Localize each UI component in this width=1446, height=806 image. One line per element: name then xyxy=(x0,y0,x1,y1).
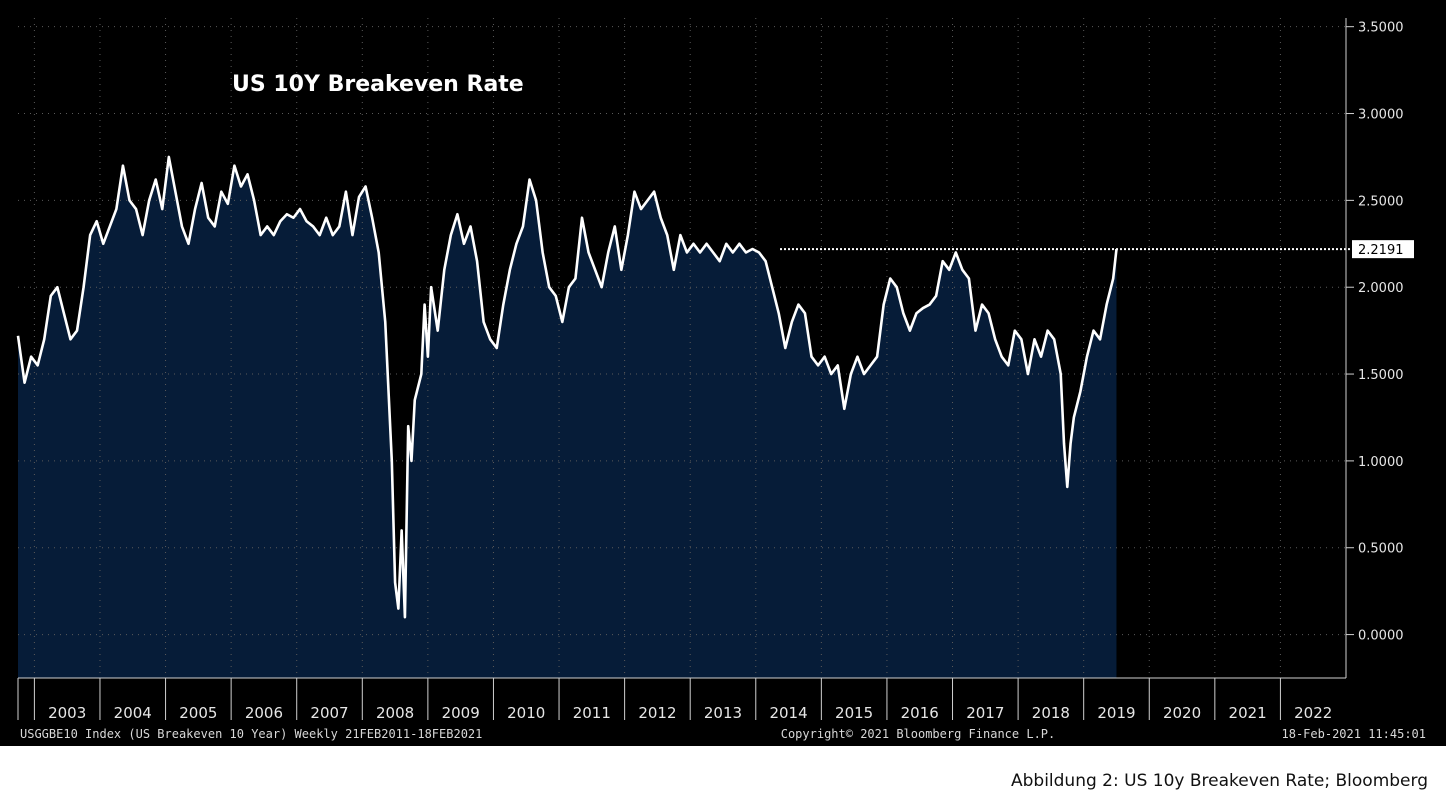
last-value-label: 2.2191 xyxy=(1358,243,1404,258)
x-tick-label: 2019 xyxy=(1097,704,1135,722)
y-tick-label: 1.5000 xyxy=(1358,368,1404,383)
footer-index-label: USGGBE10 Index (US Breakeven 10 Year) We… xyxy=(20,727,482,741)
chart-title: US 10Y Breakeven Rate xyxy=(232,72,524,97)
y-tick-label: 0.0000 xyxy=(1358,629,1404,644)
x-tick-label: 2010 xyxy=(507,704,545,722)
y-tick-label: 2.0000 xyxy=(1358,281,1404,296)
x-tick-label: 2014 xyxy=(769,704,807,722)
x-tick-label: 2022 xyxy=(1294,704,1332,722)
y-tick-label: 0.5000 xyxy=(1358,542,1404,557)
x-tick-label: 2017 xyxy=(966,704,1004,722)
footer-timestamp: 18-Feb-2021 11:45:01 xyxy=(1282,727,1427,741)
x-tick-label: 2012 xyxy=(638,704,676,722)
y-tick-label: 2.5000 xyxy=(1358,194,1404,209)
x-tick-label: 2009 xyxy=(442,704,480,722)
last-value-badge xyxy=(1352,240,1414,259)
x-tick-label: 2011 xyxy=(573,704,611,722)
x-tick-label: 2018 xyxy=(1032,704,1070,722)
x-tick-label: 2006 xyxy=(245,704,283,722)
y-tick-label: 1.0000 xyxy=(1358,455,1404,470)
series-line xyxy=(16,155,1118,619)
figure-caption: Abbildung 2: US 10y Breakeven Rate; Bloo… xyxy=(1010,771,1428,791)
series-area xyxy=(18,156,1117,678)
x-tick-label: 2008 xyxy=(376,704,414,722)
x-tick-label: 2005 xyxy=(179,704,217,722)
y-tick-label: 3.0000 xyxy=(1358,108,1404,123)
y-tick-label: 3.5000 xyxy=(1358,21,1404,36)
x-tick-label: 2004 xyxy=(114,704,152,722)
footer-copyright: Copyright© 2021 Bloomberg Finance L.P. xyxy=(781,727,1056,741)
x-tick-label: 2003 xyxy=(48,704,86,722)
x-tick-label: 2013 xyxy=(704,704,742,722)
x-tick-label: 2020 xyxy=(1163,704,1201,722)
x-tick-label: 2007 xyxy=(310,704,348,722)
x-tick-label: 2016 xyxy=(901,704,939,722)
x-tick-label: 2021 xyxy=(1229,704,1267,722)
x-tick-label: 2015 xyxy=(835,704,873,722)
